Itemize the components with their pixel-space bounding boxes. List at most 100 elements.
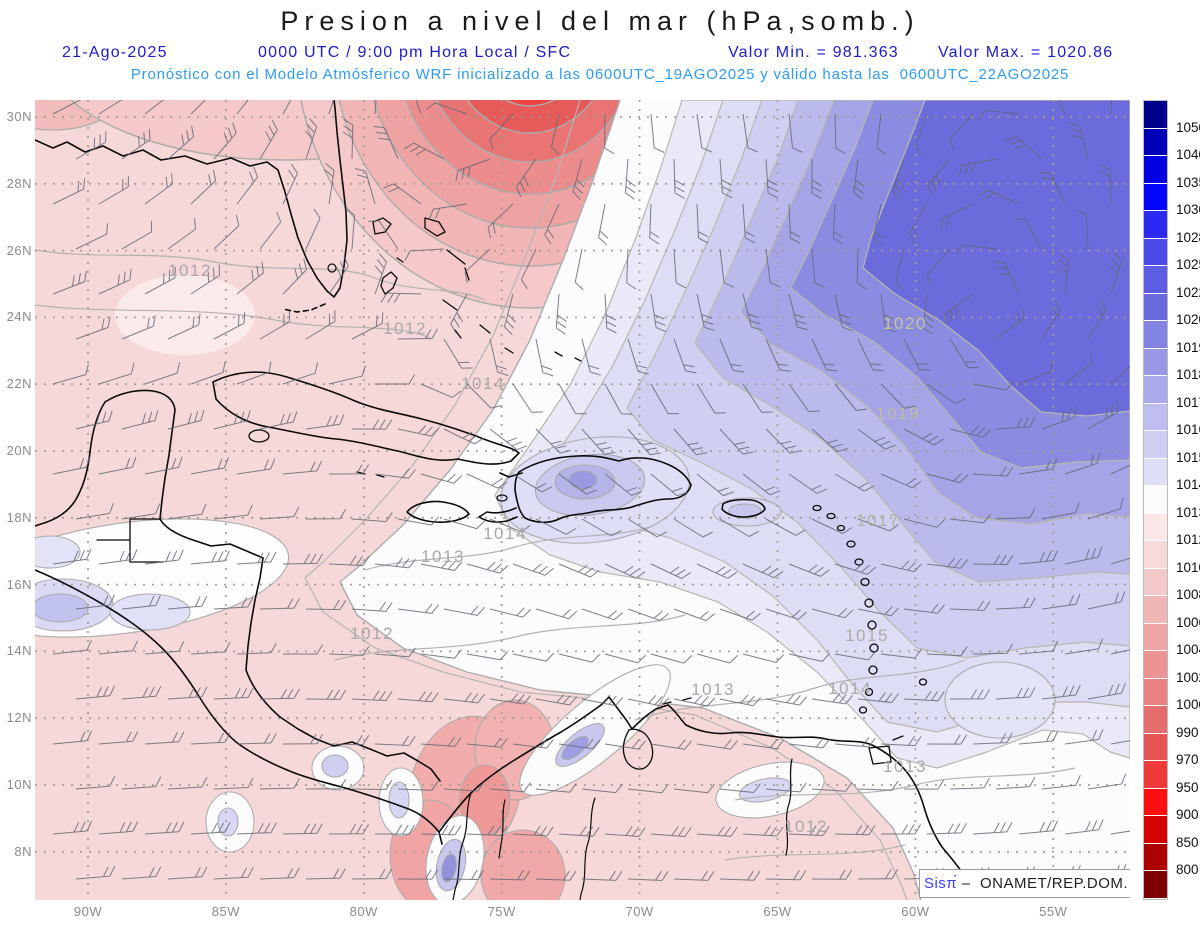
colorbar-segment xyxy=(1144,486,1167,514)
puerto-rico xyxy=(721,498,766,518)
colorbar-segment xyxy=(1144,183,1167,212)
colorbar-tick: 1030 xyxy=(1176,202,1200,218)
tiburon-peninsula xyxy=(478,507,518,523)
colorbar-tick: 1013 xyxy=(1176,504,1200,520)
colorbar-segment xyxy=(1144,596,1167,624)
lon-label: 75W xyxy=(487,904,516,919)
lat-label: 10N xyxy=(6,777,32,792)
lat-label: 20N xyxy=(6,443,32,458)
colorbar-tick: 900 xyxy=(1176,807,1199,823)
colorbar-segment xyxy=(1144,238,1167,267)
colorbar-tick: 1012 xyxy=(1176,532,1200,548)
lat-label: 12N xyxy=(6,710,32,726)
lake-maracaibo xyxy=(622,728,654,770)
gridlines xyxy=(35,100,1130,900)
lon-label: 80W xyxy=(349,904,378,919)
lat-label: 24N xyxy=(6,309,32,325)
credit-org: – ONAMET/REP.DOM. xyxy=(957,875,1129,892)
colorbar-tick: 1035 xyxy=(1176,174,1200,190)
haiti-nw-peninsula xyxy=(499,472,523,478)
lon-label: 60W xyxy=(901,904,930,919)
colorbar-tick: 950 xyxy=(1176,779,1199,795)
colorbar-tick: 1028 xyxy=(1176,229,1200,245)
colorbar-tick: 1050 xyxy=(1176,119,1200,135)
colorbar-tick: 1002 xyxy=(1176,669,1200,685)
colorbar-segment xyxy=(1144,403,1167,432)
lat-label: 28N xyxy=(6,175,32,191)
valor-max: Valor Max. = 1020.86 xyxy=(938,44,1114,61)
map-canvas xyxy=(35,100,1130,900)
gonave xyxy=(496,494,508,502)
colorbar-tick: 1014 xyxy=(1176,477,1200,493)
colorbar-segment xyxy=(1144,293,1167,322)
colorbar-tick: 1022 xyxy=(1176,284,1200,300)
colorbar-segment xyxy=(1144,348,1167,377)
colorbar-segment xyxy=(1144,101,1167,129)
jamaica xyxy=(406,500,470,523)
pressure-field xyxy=(35,100,1130,900)
colorbar-tick: 1019 xyxy=(1176,339,1200,355)
colorbar-tick: 990 xyxy=(1176,724,1199,740)
colorbar-segment xyxy=(1144,623,1167,652)
colorbar-tick: 1010 xyxy=(1176,559,1200,575)
lat-label: 22N xyxy=(6,376,32,392)
colorbar-segment xyxy=(1144,568,1167,597)
colorbar-segment xyxy=(1144,458,1167,487)
campeche-coast xyxy=(35,401,106,527)
colorbar-segment xyxy=(1144,871,1167,899)
colorbar-tick: 1018 xyxy=(1176,367,1200,383)
florida-keys xyxy=(282,303,326,313)
lat-label: 26N xyxy=(6,242,32,258)
colorbar-segment xyxy=(1144,816,1167,844)
hispaniola xyxy=(514,455,692,524)
interior-borders xyxy=(452,758,793,900)
colorbar-segment xyxy=(1144,321,1167,349)
colorbar-segment xyxy=(1144,513,1167,542)
colorbar-tick: 1017 xyxy=(1176,394,1200,410)
lat-label: 30N xyxy=(6,109,32,124)
colorbar-segment xyxy=(1144,843,1167,872)
lon-label: 70W xyxy=(625,904,654,919)
colorbar-tick: 1008 xyxy=(1176,587,1200,603)
belize-borders xyxy=(96,518,164,563)
lon-label: 55W xyxy=(1039,904,1068,919)
colorbar-segment xyxy=(1144,156,1167,184)
colorbar-tick: 1020 xyxy=(1176,312,1200,328)
lat-label: 16N xyxy=(6,576,32,592)
colorbar-segment xyxy=(1144,211,1167,239)
colorbar-segment xyxy=(1144,651,1167,679)
south-america-coast xyxy=(438,696,968,881)
gulf-coast-florida xyxy=(35,100,348,298)
credit-app-name: Sisπ́ xyxy=(923,875,958,892)
colorbar-segment xyxy=(1144,761,1167,789)
colorbar-segment xyxy=(1144,678,1167,707)
valor-min: Valor Min. = 981.363 xyxy=(728,44,899,61)
cuba xyxy=(212,371,520,465)
lon-label: 65W xyxy=(763,904,792,919)
lat-label: 18N xyxy=(6,509,32,525)
yucatan-central-america xyxy=(104,389,441,782)
lake-okeechobee xyxy=(327,263,337,273)
colorbar-tick: 1004 xyxy=(1176,642,1200,658)
pressure-map: 1012 1012 1014 1020 1019 1017 1014 1013 1012 1015… xyxy=(35,100,1130,900)
colorbar-segment xyxy=(1144,541,1167,569)
lat-label: 8N xyxy=(14,843,32,859)
lat-label: 14N xyxy=(6,643,32,659)
bahamas xyxy=(372,217,582,362)
colorbar-tick: 1016 xyxy=(1176,422,1200,438)
colorbar-segment xyxy=(1144,733,1167,762)
forecast-subtitle: Pronóstico con el Modelo Atmósferico WRF… xyxy=(130,66,1070,83)
page-title: Presion a nivel del mar (hPa,somb.) xyxy=(280,6,920,36)
lesser-antilles xyxy=(662,504,928,765)
valid-date: 21-Ago-2025 xyxy=(62,44,168,61)
colorbar-segment xyxy=(1144,128,1167,157)
colorbar-segment xyxy=(1144,706,1167,734)
colorbar-tick: 800 xyxy=(1176,862,1199,878)
valid-time: 0000 UTC / 9:00 pm Hora Local / SFC xyxy=(258,44,572,61)
colorbar-segment xyxy=(1144,788,1167,817)
isla-juventud xyxy=(248,429,270,443)
lon-label: 85W xyxy=(211,904,241,919)
colorbar-segment xyxy=(1144,266,1167,294)
coastlines xyxy=(35,100,968,900)
